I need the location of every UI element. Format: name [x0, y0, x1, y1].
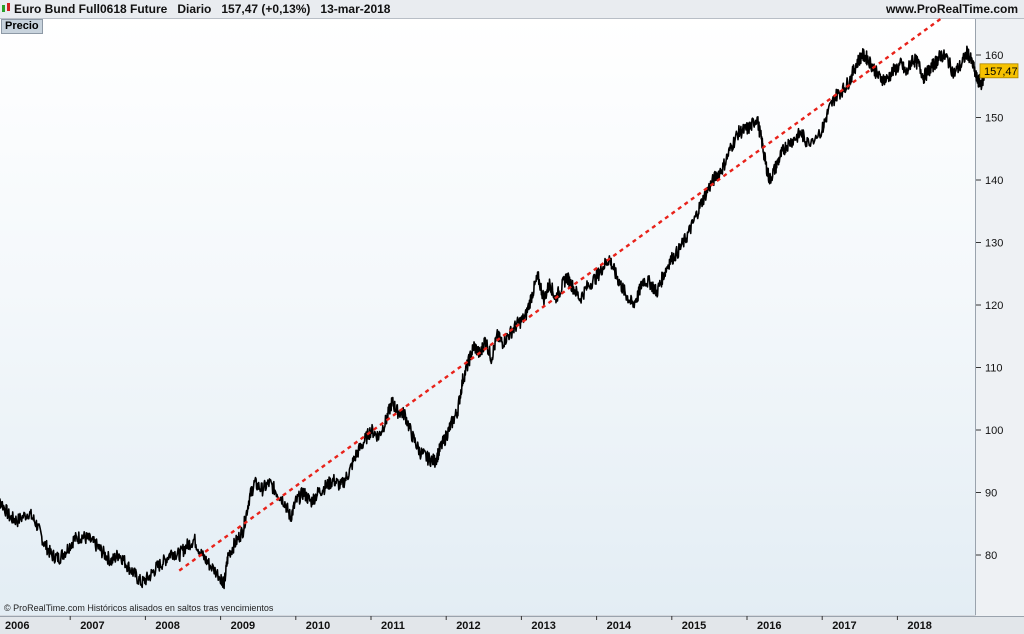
x-tick-label: 2013 [531, 620, 555, 632]
chart-plot-area[interactable] [0, 18, 976, 615]
site-url[interactable]: www.ProRealTime.com [885, 2, 1018, 16]
x-tick-label: 2011 [381, 620, 405, 632]
y-tick-label: 80 [985, 550, 997, 562]
y-axis-panel [976, 18, 1024, 616]
x-axis-panel [0, 616, 1024, 634]
trend-line [178, 16, 944, 572]
chart-title: Euro Bund Full0618 Future Diario 157,47 … [14, 2, 391, 16]
y-tick-label: 150 [985, 113, 1003, 125]
x-tick-label: 2015 [682, 620, 706, 632]
y-tick-label: 90 [985, 488, 997, 500]
x-tick-label: 2007 [80, 620, 104, 632]
footer-note: © ProRealTime.com Históricos alisados en… [4, 603, 274, 613]
y-tick-label: 100 [985, 425, 1003, 437]
y-tick-label: 140 [985, 175, 1003, 187]
chart-header: Euro Bund Full0618 Future Diario 157,47 … [0, 0, 1024, 19]
panel-label: Precio [1, 19, 43, 34]
y-tick-label: 120 [985, 300, 1003, 312]
x-tick-label: 2018 [907, 620, 931, 632]
x-tick-label: 2016 [757, 620, 781, 632]
x-tick-label: 2012 [456, 620, 480, 632]
x-tick-label: 2014 [607, 620, 632, 632]
candlestick-icon [2, 3, 10, 12]
x-tick-label: 2017 [832, 620, 856, 632]
y-tick-label: 130 [985, 238, 1003, 250]
y-tick-label: 110 [985, 363, 1003, 375]
price-series-line [0, 45, 987, 590]
x-tick-label: 2008 [155, 620, 179, 632]
x-tick-label: 2010 [306, 620, 330, 632]
x-tick-label: 2006 [5, 620, 29, 632]
y-tick-label: 160 [985, 50, 1003, 62]
x-tick-label: 2009 [231, 620, 255, 632]
last-price-label: 157,47 [984, 66, 1018, 78]
last-price-badge [979, 63, 1019, 79]
